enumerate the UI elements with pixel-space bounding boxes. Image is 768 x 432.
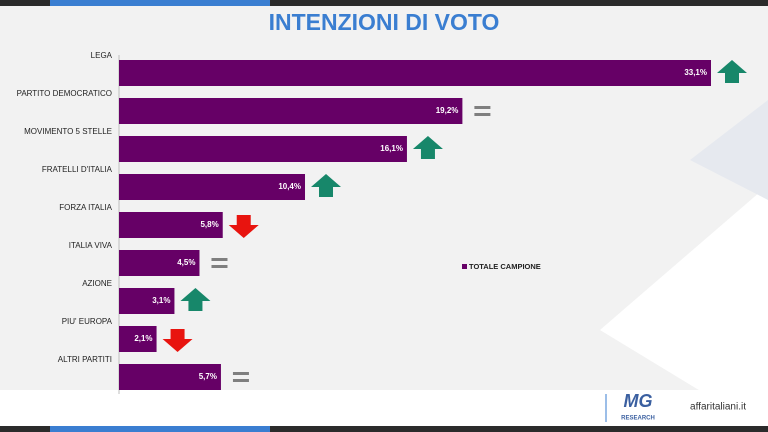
category-label: FRATELLI D'ITALIA xyxy=(42,165,113,174)
value-label: 5,7% xyxy=(199,372,217,381)
category-label: PARTITO DEMOCRATICO xyxy=(17,89,112,98)
chart-title: INTENZIONI DI VOTO xyxy=(269,9,500,35)
footer-strip xyxy=(0,390,768,426)
legend-label: TOTALE CAMPIONE xyxy=(469,262,541,271)
trend-equal xyxy=(211,258,228,261)
category-label: PIU' EUROPA xyxy=(62,317,113,326)
value-label: 16,1% xyxy=(380,144,403,153)
value-label: 19,2% xyxy=(436,106,459,115)
trend-equal xyxy=(474,113,491,116)
category-label: LEGA xyxy=(91,51,113,60)
trend-up xyxy=(180,288,211,311)
trend-equal xyxy=(211,265,228,268)
category-label: MOVIMENTO 5 STELLE xyxy=(24,127,112,136)
trend-up xyxy=(311,174,342,197)
value-label: 33,1% xyxy=(684,68,707,77)
value-label: 3,1% xyxy=(152,296,170,305)
bar xyxy=(119,174,306,200)
trend-up xyxy=(412,136,443,159)
value-label: 10,4% xyxy=(278,182,301,191)
bar xyxy=(119,212,223,238)
trend-down xyxy=(228,215,259,238)
value-label: 4,5% xyxy=(177,258,195,267)
legend-swatch xyxy=(462,264,467,269)
category-label: AZIONE xyxy=(82,279,112,288)
category-label: ALTRI PARTITI xyxy=(58,355,112,364)
trend-up xyxy=(717,60,747,83)
bar xyxy=(119,364,221,390)
decor-triangle xyxy=(690,100,768,200)
top-bar-accent xyxy=(50,0,270,6)
category-label: FORZA ITALIA xyxy=(59,203,112,212)
trend-equal xyxy=(232,379,249,382)
decor-triangle xyxy=(600,185,768,432)
trend-equal xyxy=(474,106,491,109)
bottom-bar xyxy=(0,426,768,432)
logo-research: RESEARCH xyxy=(621,416,655,422)
top-bar xyxy=(0,0,768,6)
logo-affaritaliani: affaritaliani.it xyxy=(690,402,746,413)
value-label: 5,8% xyxy=(200,220,218,229)
bottom-bar-accent xyxy=(50,426,270,432)
bar xyxy=(119,250,200,276)
bar xyxy=(119,60,711,86)
bar xyxy=(119,136,407,162)
category-label: ITALIA VIVA xyxy=(69,241,113,250)
trend-down xyxy=(162,329,193,352)
bar xyxy=(119,98,463,124)
bar xyxy=(119,326,157,352)
logo-mg: MG xyxy=(624,391,653,411)
bar xyxy=(119,288,175,314)
trend-equal xyxy=(232,372,249,375)
value-label: 2,1% xyxy=(134,334,152,343)
